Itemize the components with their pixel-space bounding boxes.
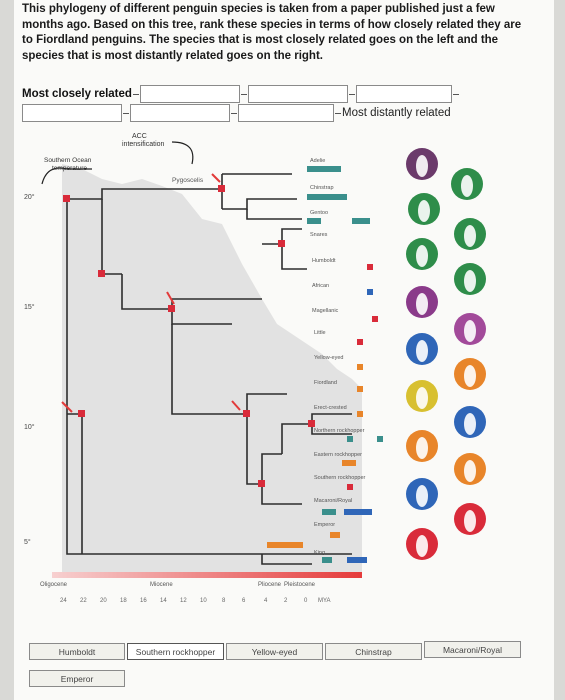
dash-separator <box>123 112 129 114</box>
species-label: African <box>312 283 329 289</box>
intensification-label: intensification <box>122 141 165 148</box>
axis-number: 14 <box>160 598 167 604</box>
axis-number: 16 <box>140 598 147 604</box>
dash-separator <box>452 93 459 95</box>
y-tick-label: 10° <box>24 423 35 431</box>
time-axis: 24 22 20 18 16 14 12 10 8 6 4 2 0 MYA <box>60 598 331 604</box>
epoch-label: Oligocene <box>40 582 68 588</box>
species-dot-markers <box>267 166 383 563</box>
dash-separator <box>335 112 341 114</box>
rank-slot-2[interactable] <box>247 85 348 103</box>
axis-number: 10 <box>200 598 207 604</box>
species-label: Yellow-eyed <box>314 355 343 361</box>
dash-separator <box>240 93 247 95</box>
epoch-labels: Oligocene Miocene Pliocene Pleistocene <box>40 582 316 588</box>
epoch-label: Pliocene <box>258 582 282 588</box>
epoch-label: Pleistocene <box>284 582 316 588</box>
question-target-species: Fiordland penguins <box>36 34 143 46</box>
axis-number: 12 <box>180 598 187 604</box>
question-outro: . The species that is most closely relat… <box>22 34 499 62</box>
rank-slot-6[interactable] <box>238 104 334 122</box>
phylogeny-svg: ACC intensification Southern Ocean tempe… <box>24 133 486 604</box>
species-label: Chinstrap <box>310 185 334 191</box>
species-label: Northern rockhopper <box>314 428 365 434</box>
choice-macaroni-royal[interactable]: Macaroni/Royal <box>424 641 521 658</box>
species-label: Erect-crested <box>314 405 347 411</box>
phylogeny-figure: ACC intensification Southern Ocean tempe… <box>22 124 532 629</box>
axis-number: 24 <box>60 598 67 604</box>
axis-number: 8 <box>222 598 226 604</box>
species-label: Southern rockhopper <box>314 475 366 481</box>
penguin-icons <box>416 155 476 557</box>
choice-southern-rockhopper[interactable]: Southern rockhopper <box>127 643 224 660</box>
species-label: King <box>314 550 325 556</box>
y-tick-label: 20° <box>24 193 35 201</box>
rank-slot-1[interactable] <box>139 85 240 103</box>
axis-unit: MYA <box>318 598 331 604</box>
temperature-curve <box>41 167 92 185</box>
dash-separator <box>231 112 237 114</box>
y-tick-label: 5° <box>24 538 31 546</box>
species-label: Gentoo <box>310 210 328 216</box>
choice-emperor[interactable]: Emperor <box>29 670 125 687</box>
temperature-area <box>62 164 362 574</box>
species-labels: Adelie Chinstrap Gentoo Snares Humboldt … <box>310 158 366 556</box>
axis-number: 0 <box>304 598 308 604</box>
question-text: This phylogeny of different penguin spec… <box>22 2 532 64</box>
species-label: Magellanic <box>312 308 339 314</box>
dash-separator <box>348 93 355 95</box>
axis-number: 22 <box>80 598 87 604</box>
question-intro: This phylogeny of different penguin spec… <box>22 3 522 46</box>
axis-number: 2 <box>284 598 288 604</box>
epoch-gradient-bar <box>52 572 362 578</box>
rank-slot-4[interactable] <box>22 104 122 122</box>
acc-arrow <box>171 141 194 165</box>
rank-slot-3[interactable] <box>355 85 452 103</box>
species-label: Humboldt <box>312 258 336 264</box>
species-label: Snares <box>310 232 328 238</box>
rank-slot-5[interactable] <box>130 104 230 122</box>
axis-number: 18 <box>120 598 127 604</box>
species-label: Eastern rockhopper <box>314 452 362 458</box>
species-label: Adelie <box>310 158 325 164</box>
choice-yellow-eyed[interactable]: Yellow-eyed <box>226 643 323 660</box>
species-label: Macaroni/Royal <box>314 498 352 504</box>
node-markers <box>63 185 315 487</box>
species-label: Fiordland <box>314 380 337 386</box>
y-tick-label: 15° <box>24 303 35 311</box>
dash-separator <box>132 93 139 95</box>
acc-label: ACC <box>132 133 147 140</box>
temperature-label: temperature <box>52 165 87 172</box>
most-distantly-related-label: Most distantly related <box>342 107 451 119</box>
epoch-label: Miocene <box>150 582 173 588</box>
axis-number: 6 <box>242 598 246 604</box>
ranking-row-2: Most distantly related <box>22 104 451 122</box>
calibration-arrows <box>61 173 241 413</box>
most-closely-related-label: Most closely related <box>22 88 132 100</box>
axis-number: 20 <box>100 598 107 604</box>
species-label: Little <box>314 330 326 336</box>
southern-ocean-label: Southern Ocean <box>44 157 92 164</box>
choice-chinstrap[interactable]: Chinstrap <box>325 643 422 660</box>
axis-number: 4 <box>264 598 268 604</box>
ranking-row-1: Most closely related <box>22 85 460 103</box>
choice-humboldt[interactable]: Humboldt <box>29 643 125 660</box>
species-label: Emperor <box>314 522 335 528</box>
pygoscelis-label: Pygoscelis <box>172 177 204 184</box>
